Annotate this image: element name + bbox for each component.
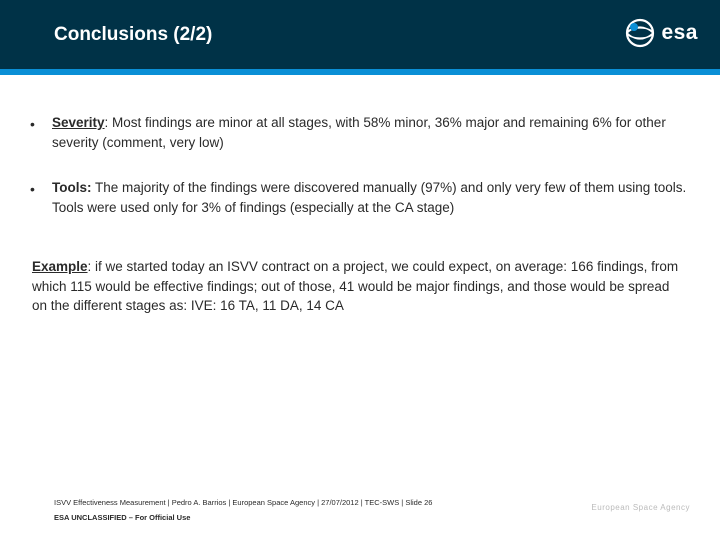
slide-content: • Severity: Most findings are minor at a… <box>0 75 720 316</box>
bullet-item: • Tools: The majority of the findings we… <box>30 178 690 217</box>
bullet-text: Severity: Most findings are minor at all… <box>52 113 690 152</box>
esa-logo-text: esa <box>661 21 698 45</box>
bullet-body: The majority of the findings were discov… <box>52 180 686 215</box>
example-block: Example: if we started today an ISVV con… <box>30 257 690 316</box>
bullet-text: Tools: The majority of the findings were… <box>52 178 690 217</box>
slide-footer: ISVV Effectiveness Measurement | Pedro A… <box>54 498 690 522</box>
bullet-marker: • <box>30 178 52 217</box>
bullet-item: • Severity: Most findings are minor at a… <box>30 113 690 152</box>
footer-agency-text: European Space Agency <box>591 503 690 512</box>
bullet-marker: • <box>30 113 52 152</box>
footer-classification: ESA UNCLASSIFIED – For Official Use <box>54 513 690 522</box>
slide-title: Conclusions (2/2) <box>54 24 212 46</box>
example-text: : if we started today an ISVV contract o… <box>32 259 678 313</box>
esa-logo-icon <box>625 18 655 48</box>
slide-header: Conclusions (2/2) esa <box>0 0 720 75</box>
esa-logo: esa <box>625 18 698 48</box>
bullet-body: : Most findings are minor at all stages,… <box>52 115 666 150</box>
bullet-label: Severity <box>52 115 105 130</box>
bullet-label: Tools: <box>52 180 92 195</box>
example-label: Example <box>32 259 88 274</box>
